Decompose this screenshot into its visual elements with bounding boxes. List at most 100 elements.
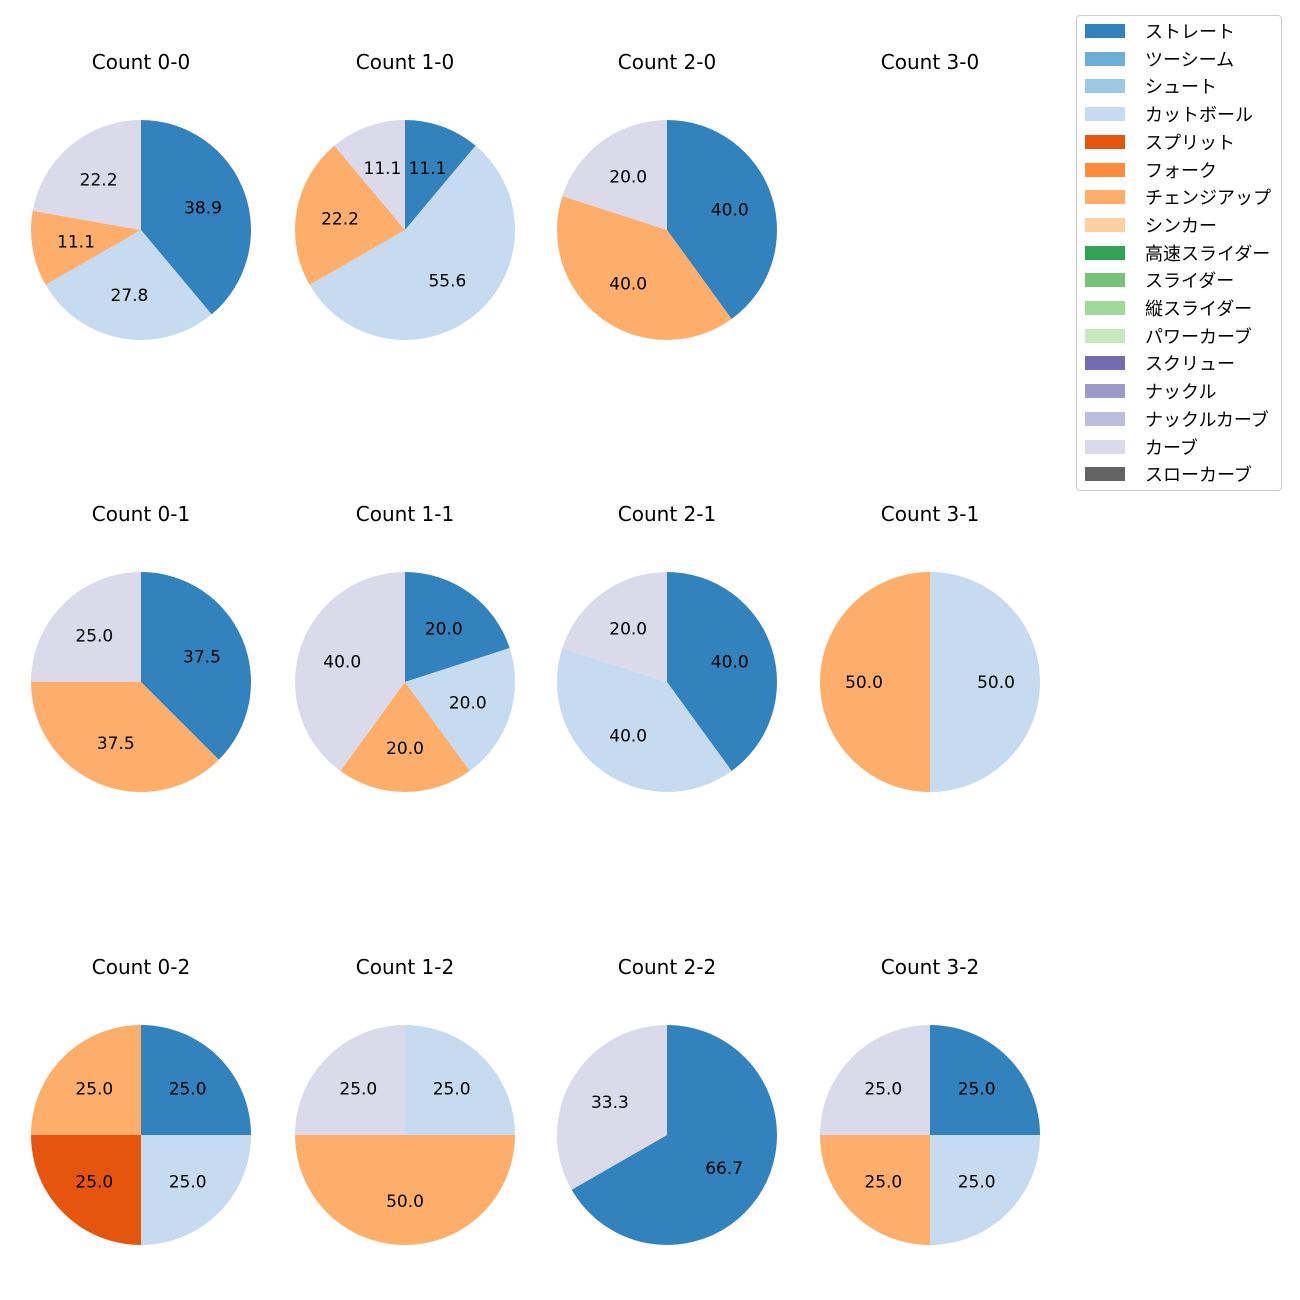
pie-chart: Count 1-1 20.0 20.0 20.0 40.0 bbox=[294, 502, 515, 792]
pie-slice-label: 55.6 bbox=[428, 272, 466, 292]
pie-chart: Count 3-1 50.0 50.0 bbox=[820, 502, 1040, 792]
pie-slice-label: 40.0 bbox=[711, 653, 749, 673]
pie-slice-label: 40.0 bbox=[609, 726, 647, 746]
pie-title: Count 2-2 bbox=[618, 955, 716, 979]
pie-slice bbox=[557, 196, 732, 341]
pie-slice bbox=[309, 145, 515, 340]
pie-chart: Count 0-0 38.9 27.8 11.1 22.2 bbox=[30, 50, 251, 340]
pie-slice bbox=[31, 1135, 141, 1245]
pie-slice-label: 27.8 bbox=[111, 286, 149, 306]
pie-title: Count 3-2 bbox=[881, 955, 979, 979]
legend-label: ストレート bbox=[1145, 22, 1235, 43]
pie-slice-label: 11.1 bbox=[57, 232, 95, 252]
legend-label: スクリュー bbox=[1145, 354, 1235, 376]
pie-title: Count 2-0 bbox=[618, 50, 716, 74]
pie-slice bbox=[820, 1135, 930, 1245]
pie-slice bbox=[334, 120, 405, 230]
pie-title: Count 1-2 bbox=[356, 955, 454, 979]
pie-slice-label: 11.1 bbox=[409, 159, 447, 179]
legend-swatch bbox=[1085, 217, 1125, 232]
pie-slice bbox=[405, 1025, 515, 1135]
pie-slice-label: 20.0 bbox=[449, 693, 487, 713]
pie-slice bbox=[930, 572, 1040, 792]
pie-slice-label: 40.0 bbox=[711, 201, 749, 221]
pie-slice-label: 50.0 bbox=[977, 673, 1015, 693]
pie-title: Count 0-1 bbox=[92, 502, 190, 526]
pie-chart: Count 1-0 11.1 55.6 22.2 11.1 bbox=[295, 50, 515, 340]
legend-label: ナックルカーブ bbox=[1145, 409, 1269, 431]
pie-slice bbox=[340, 682, 470, 792]
pie-chart: Count 3-0 bbox=[881, 50, 979, 74]
legend-item: ストレート bbox=[1085, 20, 1235, 43]
pie-slice bbox=[31, 572, 141, 682]
pie-title: Count 1-1 bbox=[356, 502, 454, 526]
legend-swatch bbox=[1085, 245, 1125, 260]
pie-slice bbox=[30, 210, 142, 285]
legend-swatch bbox=[1085, 273, 1125, 288]
pie-slice-label: 25.0 bbox=[433, 1079, 471, 1099]
legend-label: スライダー bbox=[1145, 271, 1235, 293]
pie-slice bbox=[820, 572, 930, 792]
pie-slice-label: 22.2 bbox=[321, 209, 359, 229]
pie-slice bbox=[405, 648, 515, 771]
pie-slice bbox=[141, 1135, 251, 1245]
legend-item: 高速スライダー bbox=[1085, 242, 1271, 265]
legend-swatch bbox=[1085, 107, 1125, 122]
pie-slice-label: 25.0 bbox=[339, 1079, 377, 1099]
pie-title: Count 2-1 bbox=[618, 502, 716, 526]
legend: ストレート ツーシーム シュート カットボール スプリット フォーク チェンジアップ シンカー… bbox=[1076, 15, 1282, 491]
pie-slice-label: 25.0 bbox=[958, 1173, 996, 1193]
legend-label: 高速スライダー bbox=[1145, 243, 1271, 265]
legend-swatch bbox=[1085, 162, 1125, 177]
pie-slice-label: 66.7 bbox=[705, 1159, 743, 1179]
legend-item: カットボール bbox=[1085, 103, 1253, 127]
legend-swatch bbox=[1085, 356, 1125, 371]
pie-slice-label: 22.2 bbox=[80, 170, 118, 190]
pie-slice bbox=[405, 120, 476, 230]
pie-slice-label: 25.0 bbox=[958, 1079, 996, 1099]
legend-label: カットボール bbox=[1145, 105, 1253, 127]
pie-slice bbox=[294, 572, 405, 771]
pie-title: Count 0-2 bbox=[92, 955, 190, 979]
pie-slice bbox=[295, 1135, 515, 1245]
legend-label: フォーク bbox=[1145, 160, 1217, 182]
pie-slice bbox=[295, 145, 405, 285]
legend-swatch bbox=[1085, 467, 1125, 482]
pie-slice-label: 11.1 bbox=[364, 159, 402, 179]
legend-item: スプリット bbox=[1085, 131, 1235, 154]
legend-label: 縦スライダー bbox=[1145, 299, 1253, 320]
pie-slice-label: 25.0 bbox=[75, 1079, 113, 1099]
pie-slice bbox=[556, 1025, 667, 1190]
pie-slice bbox=[562, 120, 667, 230]
legend-swatch bbox=[1085, 301, 1125, 315]
legend-swatch bbox=[1085, 439, 1125, 454]
pie-slice bbox=[571, 1025, 777, 1245]
pie-slice-label: 25.0 bbox=[75, 626, 113, 646]
legend-label: シンカー bbox=[1145, 215, 1217, 237]
pie-title: Count 0-0 bbox=[92, 50, 190, 74]
legend-item: シュート bbox=[1085, 75, 1217, 98]
pie-slice bbox=[141, 1025, 251, 1135]
pie-chart: Count 2-1 40.0 40.0 20.0 bbox=[557, 502, 777, 793]
pie-slice-label: 20.0 bbox=[609, 168, 647, 188]
legend-label: スローカーブ bbox=[1145, 465, 1252, 487]
legend-item: ナックル bbox=[1085, 380, 1217, 404]
legend-swatch bbox=[1085, 24, 1125, 38]
pie-title: Count 1-0 bbox=[356, 50, 454, 74]
pie-slice bbox=[405, 572, 510, 682]
legend-label: ナックル bbox=[1145, 382, 1217, 404]
pie-slice-label: 50.0 bbox=[386, 1192, 424, 1212]
legend-item: シンカー bbox=[1085, 214, 1217, 237]
legend-swatch bbox=[1085, 411, 1125, 426]
pie-slice-label: 25.0 bbox=[864, 1173, 902, 1193]
legend-item: スクリュー bbox=[1085, 352, 1235, 376]
pie-slice-label: 20.0 bbox=[425, 620, 463, 640]
legend-item: 縦スライダー bbox=[1085, 297, 1253, 320]
pie-chart: Count 3-2 25.0 25.0 25.0 25.0 bbox=[820, 955, 1040, 1245]
pie-chart: Count 1-2 25.0 50.0 25.0 bbox=[295, 955, 515, 1245]
pie-slice bbox=[295, 1025, 405, 1135]
pie-slice bbox=[562, 572, 667, 682]
pie-slice-label: 37.5 bbox=[97, 734, 135, 754]
pie-slice-label: 40.0 bbox=[323, 653, 361, 673]
